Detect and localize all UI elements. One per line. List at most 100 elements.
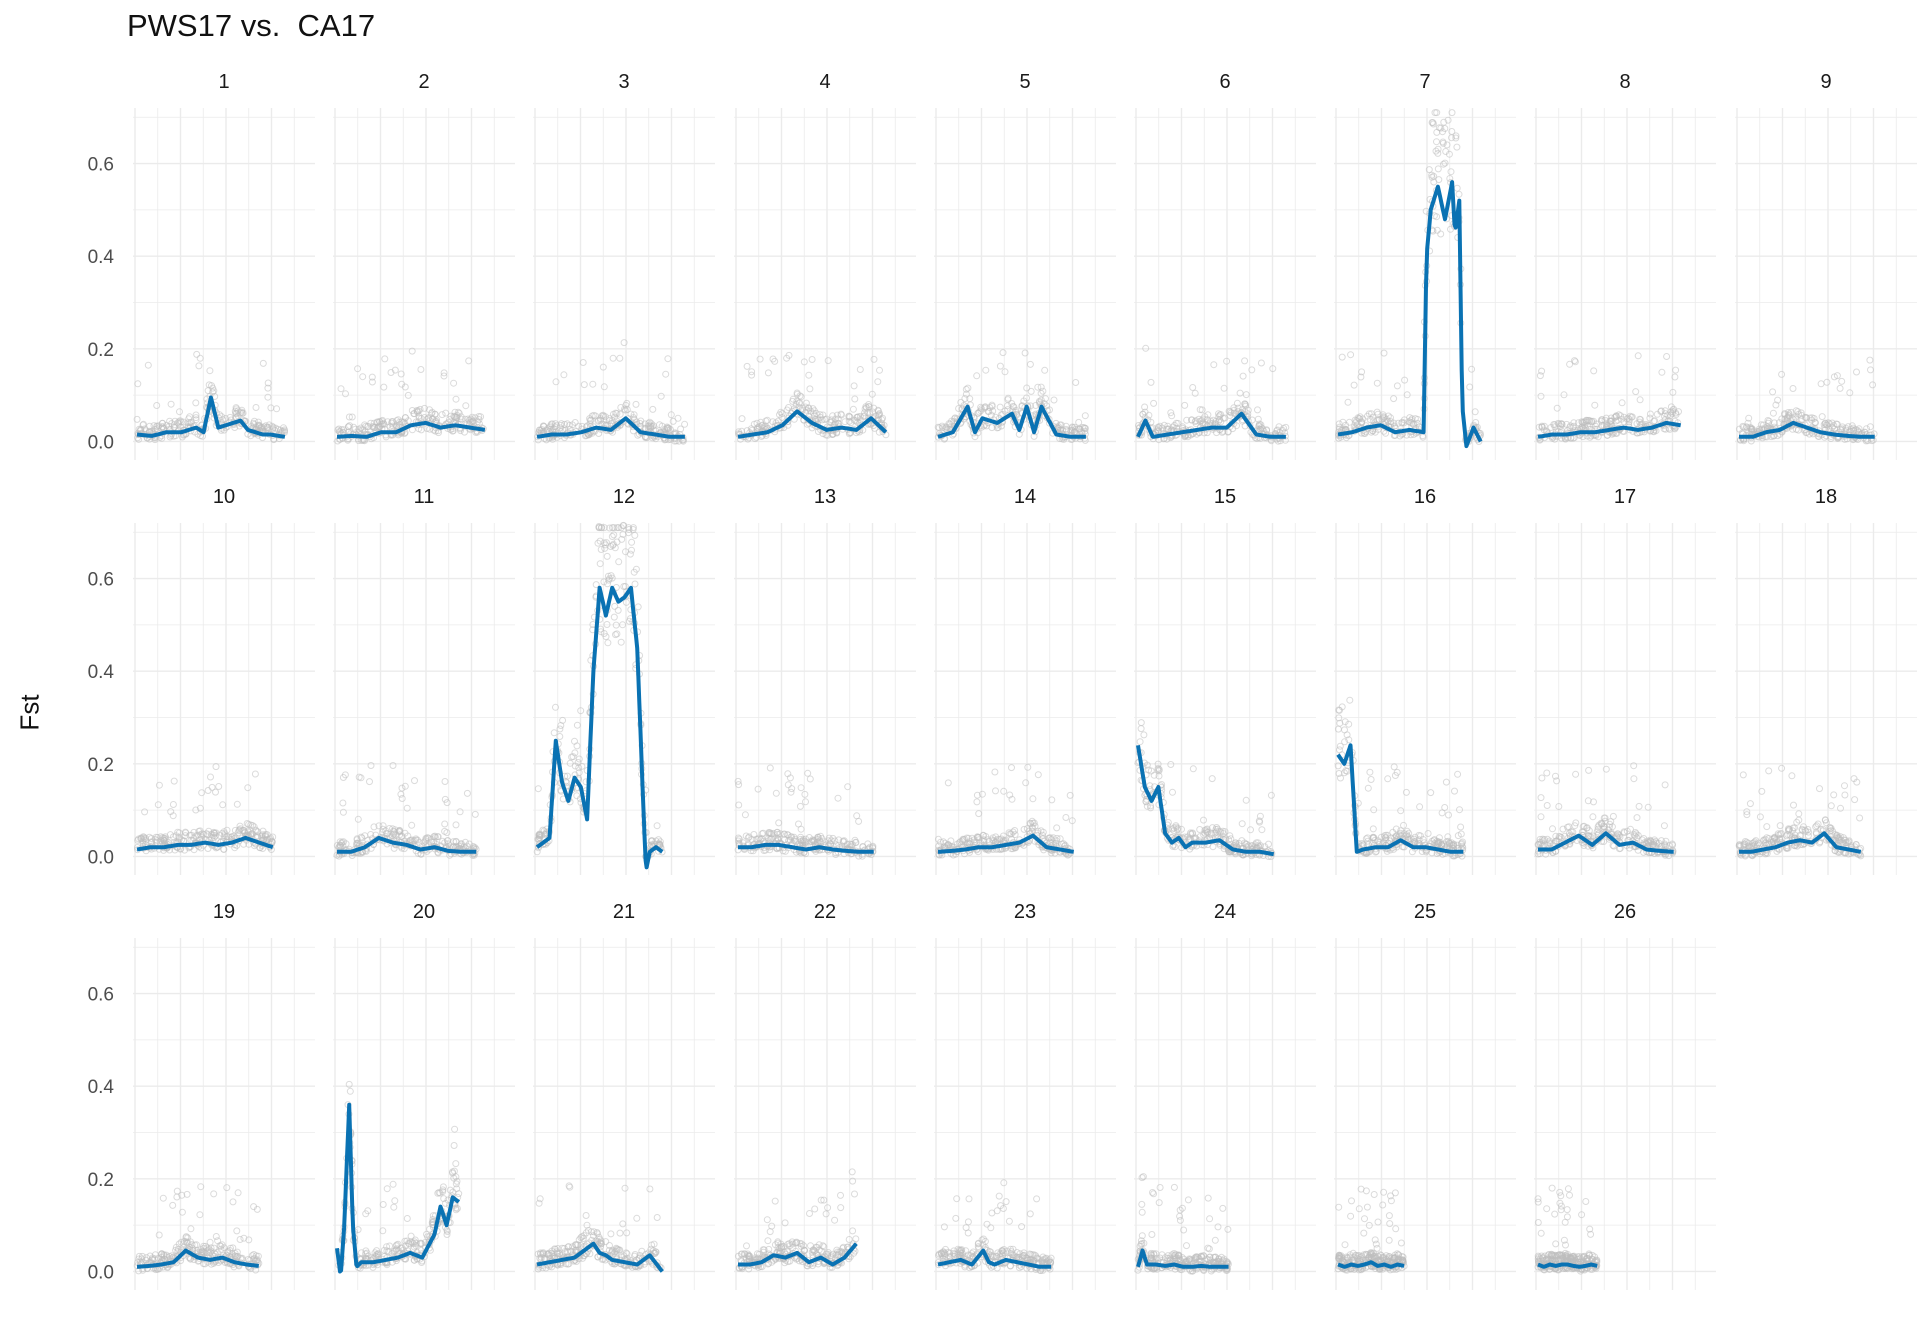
data-point xyxy=(741,811,749,819)
data-point xyxy=(359,373,367,381)
data-point xyxy=(354,815,362,823)
data-point xyxy=(1072,379,1080,386)
data-point xyxy=(814,428,822,435)
data-point xyxy=(244,784,252,792)
data-point xyxy=(802,406,810,414)
facet-strip-label: 11 xyxy=(414,486,435,508)
data-point xyxy=(1632,388,1640,396)
data-point xyxy=(416,405,424,413)
data-point xyxy=(411,777,418,785)
data-point xyxy=(452,821,460,829)
data-point xyxy=(870,355,878,363)
facet-panel: 6 xyxy=(1134,71,1316,460)
data-point xyxy=(808,356,816,363)
data-point xyxy=(1468,365,1476,373)
data-point xyxy=(1841,782,1848,790)
facet-panel: 17 xyxy=(1534,486,1716,875)
facet-strip-label: 9 xyxy=(1820,71,1831,93)
data-point xyxy=(1869,381,1877,389)
facet-strip-label: 17 xyxy=(1614,486,1636,508)
data-point xyxy=(273,405,281,413)
data-point xyxy=(603,552,611,560)
data-point xyxy=(1756,813,1764,821)
data-point xyxy=(596,560,604,568)
data-point xyxy=(662,370,670,378)
data-point xyxy=(852,417,860,425)
data-point xyxy=(1034,383,1042,391)
data-point xyxy=(610,613,618,621)
data-point xyxy=(1453,143,1461,151)
data-point xyxy=(167,400,175,408)
data-point xyxy=(1763,823,1771,831)
data-point xyxy=(1208,775,1216,783)
data-point xyxy=(674,414,682,422)
data-point xyxy=(1364,784,1372,792)
data-point xyxy=(1071,423,1079,431)
data-point xyxy=(1434,165,1442,173)
data-point xyxy=(851,395,859,403)
data-point xyxy=(985,408,993,415)
data-point xyxy=(1062,814,1070,821)
facet-grid xyxy=(1534,108,1716,460)
data-point xyxy=(806,385,814,393)
facet-panel: 4 xyxy=(734,71,916,460)
data-point xyxy=(184,419,192,427)
data-point xyxy=(368,373,376,381)
data-point xyxy=(1009,402,1017,410)
data-point xyxy=(187,418,195,426)
data-point xyxy=(1167,409,1175,417)
data-point xyxy=(1437,230,1445,238)
data-point xyxy=(769,418,777,426)
data-point xyxy=(743,362,751,370)
facet-panel: 5 xyxy=(934,71,1116,460)
data-point xyxy=(649,405,657,413)
data-point xyxy=(254,418,262,426)
data-point xyxy=(267,404,275,412)
data-point xyxy=(797,825,805,833)
data-point xyxy=(1397,807,1405,815)
data-point xyxy=(457,413,465,421)
facet-grid xyxy=(133,523,315,875)
data-point xyxy=(599,363,607,371)
data-point xyxy=(1543,802,1551,809)
data-point xyxy=(853,812,861,820)
data-point xyxy=(195,362,203,370)
data-point xyxy=(449,427,457,435)
facet-strip-label: 1 xyxy=(218,71,229,93)
data-point xyxy=(575,755,583,763)
facet-panel: 1 xyxy=(133,71,315,460)
data-point xyxy=(388,418,396,425)
data-point xyxy=(543,425,551,433)
data-point xyxy=(234,412,242,420)
data-point xyxy=(829,412,837,420)
data-point xyxy=(631,531,639,539)
data-point xyxy=(573,742,581,750)
data-point xyxy=(196,354,204,362)
data-point xyxy=(961,395,969,403)
data-point xyxy=(1254,406,1261,414)
facet-panel: 12 xyxy=(533,486,715,875)
data-point xyxy=(1169,788,1176,796)
data-point xyxy=(982,366,990,374)
data-point xyxy=(264,384,272,392)
data-point xyxy=(441,778,449,785)
data-point xyxy=(607,419,615,427)
data-point xyxy=(1817,380,1825,388)
data-point xyxy=(784,781,792,789)
data-point xyxy=(1853,368,1860,376)
data-point xyxy=(456,808,464,816)
data-point xyxy=(795,399,803,407)
data-point xyxy=(1241,357,1249,365)
data-point xyxy=(350,423,358,431)
data-point xyxy=(421,404,428,412)
facet-grid xyxy=(533,108,715,460)
data-point xyxy=(611,602,619,610)
data-point xyxy=(1635,802,1643,810)
data-point xyxy=(573,721,581,729)
data-point xyxy=(856,416,864,424)
data-point xyxy=(417,426,425,434)
data-point xyxy=(597,415,604,423)
data-point xyxy=(207,773,214,781)
data-point xyxy=(632,400,640,408)
data-point xyxy=(1023,384,1031,392)
